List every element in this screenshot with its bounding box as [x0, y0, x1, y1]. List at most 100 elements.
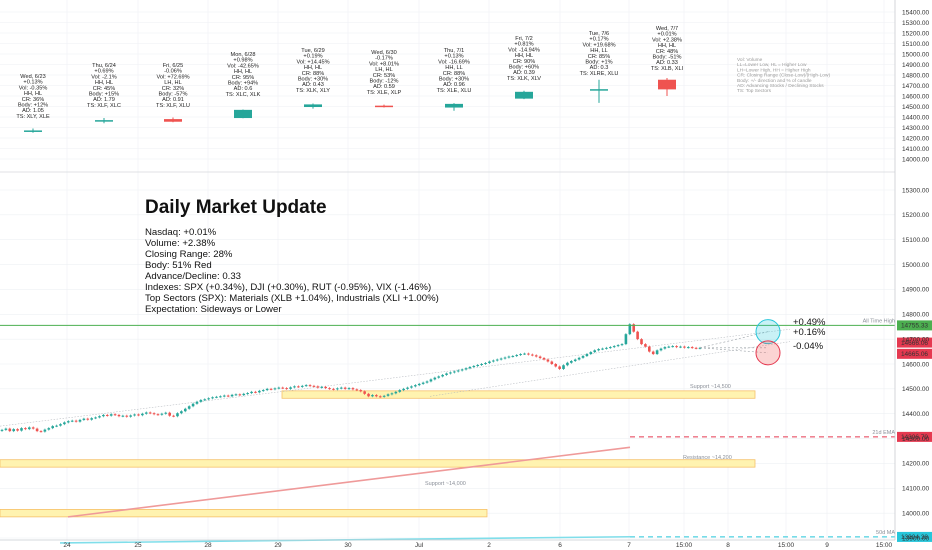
card-line: Thu, 6/24	[92, 63, 116, 69]
candle-body	[406, 387, 409, 389]
candle-body	[511, 356, 515, 358]
card-line: CR: 88%	[443, 71, 465, 77]
card-line: Body: +15%	[89, 92, 119, 98]
candle-body	[24, 428, 27, 430]
card-line: AD: 1.05	[22, 108, 44, 114]
card-line: CR: 90%	[513, 59, 535, 65]
candle-body	[137, 414, 140, 416]
zones: Support ~14,500 Resistance ~14,200 Support…	[0, 384, 756, 518]
x-tick-label: 2	[487, 542, 491, 549]
candle-body	[659, 348, 663, 351]
card-line: Mon, 6/28	[231, 52, 256, 58]
legend-line: TS: Top Sectors	[737, 88, 772, 94]
card-line: Body: -51%	[653, 55, 682, 61]
candle-body	[183, 408, 187, 412]
candle-body	[394, 391, 398, 394]
candle-body	[636, 331, 639, 340]
candle-body	[523, 353, 526, 355]
candle-body	[8, 428, 12, 432]
candle-body	[542, 358, 546, 360]
candle-body	[78, 419, 82, 422]
ema-21-line	[67, 446, 631, 518]
card-line: +0.98%	[233, 58, 252, 64]
candle-body	[484, 363, 487, 365]
candle-body	[558, 366, 561, 369]
candle-body	[222, 395, 226, 397]
candle-body	[199, 400, 203, 402]
candle-body	[300, 385, 304, 387]
card-line: AD: 0.96	[443, 82, 465, 88]
y-tick-label: 15100.00	[902, 41, 929, 48]
summary-line: Advance/Decline: 0.33	[145, 271, 241, 282]
x-tick-label: 28	[204, 542, 212, 549]
card-line: Tue, 7/6	[589, 31, 609, 37]
candle-body	[382, 395, 386, 397]
candle-body	[445, 373, 448, 375]
card-line: CR: 85%	[588, 54, 610, 60]
candle-body	[663, 347, 667, 349]
y-tick-label: 14500.00	[902, 386, 929, 393]
candle-body	[43, 429, 47, 432]
candle-body	[390, 393, 394, 395]
candle-body	[328, 388, 331, 390]
candle-body	[230, 394, 234, 397]
candle-body	[441, 374, 444, 377]
daily-candle-body	[445, 103, 463, 108]
candle-body	[164, 412, 168, 414]
y-tick-label: 14900.00	[902, 62, 929, 69]
card-line: -0.17%	[375, 56, 393, 62]
card-line: +0.81%	[514, 42, 533, 48]
candle-body	[238, 394, 242, 396]
x-tick-label: 6	[558, 542, 562, 549]
daily-candle-body	[304, 104, 322, 108]
card-line: Body: +12%	[18, 103, 48, 109]
level-label: All Time High	[863, 318, 895, 324]
candle-body	[429, 379, 433, 382]
candle-body	[86, 418, 90, 420]
candle-body	[187, 406, 191, 409]
x-tick-label: 8	[726, 542, 730, 549]
candle-body	[550, 361, 554, 364]
candle-body	[655, 350, 659, 355]
trend-line	[429, 341, 791, 397]
x-tick-label: 7	[627, 542, 631, 549]
price-tag	[897, 348, 932, 359]
x-tick-label: 15:00	[778, 542, 795, 549]
candle-body	[687, 347, 690, 349]
candle-body	[581, 356, 585, 358]
candle-body	[12, 429, 15, 432]
candle-body	[593, 350, 597, 353]
candle-body	[472, 365, 476, 367]
y-tick-label: 14000.00	[902, 156, 929, 163]
candle-body	[367, 393, 370, 397]
candle-body	[433, 377, 437, 380]
candle-body	[359, 390, 363, 392]
candle-body	[410, 386, 413, 388]
candle-body	[554, 364, 558, 367]
legend-line: LH=Lower High, HH = Higher High	[737, 67, 811, 73]
candle-body	[503, 357, 507, 359]
card-line: HH, HL	[234, 69, 252, 75]
card-line: CR: 88%	[302, 71, 324, 77]
candle-body	[375, 395, 378, 397]
price-tag	[897, 531, 932, 542]
candle-body	[242, 393, 246, 396]
y-tick-label: 14300.00	[902, 125, 929, 132]
candle-body	[612, 346, 616, 348]
card-line: Vol: -16.69%	[438, 59, 470, 65]
card-line: Wed, 6/23	[20, 74, 45, 80]
price-tag	[897, 431, 932, 442]
daily-candle-body	[590, 89, 608, 91]
x-tick-label: 15:00	[876, 542, 893, 549]
candle-body	[320, 386, 324, 388]
candle-body	[289, 387, 292, 389]
candle-body	[531, 354, 534, 356]
candle-body	[90, 418, 93, 420]
candle-body	[215, 396, 218, 398]
candle-body	[585, 354, 589, 357]
x-tick-label: 25	[134, 542, 142, 549]
card-line: Vol: +14.45%	[296, 59, 329, 65]
zone-label: Resistance ~14,200	[683, 455, 732, 461]
